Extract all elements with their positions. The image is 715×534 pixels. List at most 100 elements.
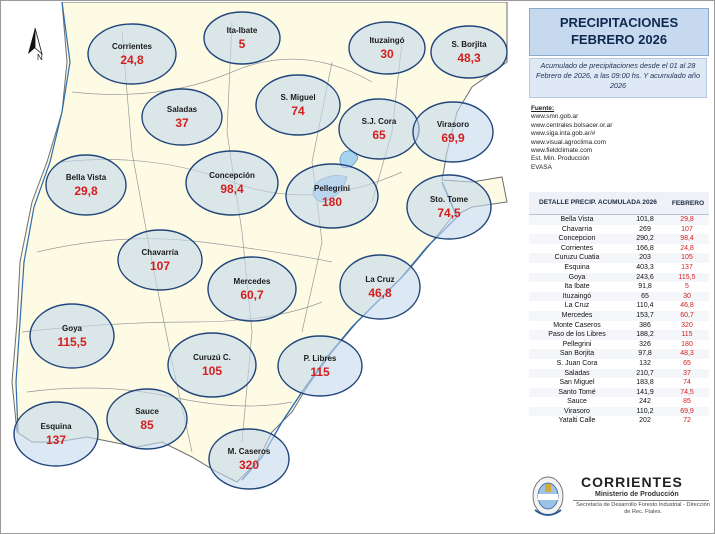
station-bubble: Mercedes 60,7 bbox=[207, 256, 297, 322]
station-circle bbox=[185, 150, 279, 216]
station-name: Esquina bbox=[40, 422, 72, 431]
station-bubble: Pellegrini 180 bbox=[285, 163, 379, 229]
station-circle bbox=[106, 388, 188, 450]
feb-cell: 115 bbox=[681, 331, 693, 339]
station-name: Pellegrini bbox=[314, 184, 350, 193]
table-row: Santo Tomé 141,9 74,5 bbox=[529, 387, 709, 398]
station-value: 137 bbox=[46, 433, 66, 447]
station-name-cell: Bella Vista bbox=[560, 216, 594, 223]
station-bubble: S.J. Cora 65 bbox=[338, 98, 420, 160]
station-bubble: Corrientes 24,8 bbox=[87, 23, 177, 85]
feb-cell: 46,8 bbox=[680, 302, 694, 310]
station-bubble: Saladas 37 bbox=[141, 88, 223, 146]
station-name: Concepción bbox=[209, 171, 255, 180]
station-bubble: Sauce 85 bbox=[106, 388, 188, 450]
station-name: Saladas bbox=[167, 105, 198, 114]
table-row: San Miguel 183,8 74 bbox=[529, 378, 709, 388]
feb-cell: 65 bbox=[683, 359, 691, 367]
station-name: S. Miguel bbox=[280, 93, 315, 102]
station-circle bbox=[339, 254, 421, 320]
station-circle bbox=[285, 163, 379, 229]
station-bubble: Goya 115,5 bbox=[29, 303, 115, 369]
station-name-cell: San Borjita bbox=[559, 350, 595, 358]
station-circle bbox=[203, 11, 281, 65]
station-name-cell: Paso de los Libres bbox=[548, 331, 606, 339]
feb-cell: 105 bbox=[681, 254, 693, 262]
station-value: 180 bbox=[322, 195, 342, 209]
station-name-cell: Chavarria bbox=[561, 225, 593, 233]
station-bubble: Sto. Tome 74,5 bbox=[406, 174, 492, 240]
station-name-cell: Virasoro bbox=[564, 407, 590, 415]
feb-cell: 60,7 bbox=[680, 311, 694, 319]
station-value: 85 bbox=[140, 418, 154, 432]
station-circle bbox=[255, 74, 341, 136]
header-detail: DETALLE PRECIP. ACUMULADA 2026 bbox=[539, 199, 657, 206]
annual-cell: 269 bbox=[639, 225, 651, 233]
subtitle: Acumulado de precipitaciones desde el 01… bbox=[529, 58, 707, 98]
table-row: Chavarria 269 107 bbox=[529, 225, 709, 235]
feb-cell: 180 bbox=[681, 340, 693, 348]
table-row: Esquina 403,3 137 bbox=[529, 263, 709, 273]
header-month: FEBRERO bbox=[671, 199, 705, 207]
title-line-1: PRECIPITACIONES bbox=[559, 15, 679, 30]
table-row: Monte Caseros 386 320 bbox=[529, 321, 709, 331]
divider bbox=[573, 500, 709, 501]
station-bubble: Ita-Ibate 5 bbox=[203, 11, 281, 65]
station-circle bbox=[45, 154, 127, 216]
corrientes-logo: CORRIENTES Ministerio de Producción Secr… bbox=[529, 472, 710, 526]
station-circle bbox=[348, 21, 426, 75]
station-value: 29,8 bbox=[74, 184, 98, 198]
annual-cell: 203 bbox=[639, 254, 651, 262]
station-bubble: P. Libres 115 bbox=[277, 335, 363, 397]
source-item: www.centrales.bolsacer.or.ar bbox=[531, 121, 613, 129]
feb-cell: 69,9 bbox=[680, 407, 694, 415]
table-row: Corrientes 166,8 24,8 bbox=[529, 244, 709, 254]
annual-cell: 97,8 bbox=[638, 350, 652, 358]
station-bubble: S. Borjita 48,3 bbox=[430, 25, 508, 79]
station-circle bbox=[430, 25, 508, 79]
table-row: S. Juan Cora 132 65 bbox=[529, 359, 709, 369]
station-circle bbox=[117, 229, 203, 291]
station-bubble: Esquina 137 bbox=[13, 401, 99, 467]
table-row: La Cruz 110,4 46,8 bbox=[529, 301, 709, 311]
station-name-cell: La Cruz bbox=[564, 302, 590, 310]
station-name-cell: Saladas bbox=[564, 369, 590, 377]
station-bubble: Bella Vista 29,8 bbox=[45, 154, 127, 216]
source-item: www.visual.agroclima.com bbox=[531, 138, 606, 146]
table-row: Goya 243,6 115,5 bbox=[529, 272, 709, 283]
table-row: Ita Ibate 91,8 5 bbox=[529, 282, 709, 292]
feb-cell: 72 bbox=[683, 417, 691, 425]
province-seal bbox=[532, 476, 564, 516]
station-name: Mercedes bbox=[234, 277, 271, 286]
station-circle bbox=[141, 88, 223, 146]
station-name: Corrientes bbox=[112, 42, 153, 51]
annual-cell: 326 bbox=[639, 340, 651, 348]
station-name: Curuzú C. bbox=[193, 353, 231, 362]
source-item: Est. Min. Producción bbox=[531, 155, 590, 163]
annual-cell: 188,2 bbox=[636, 331, 654, 339]
station-bubble: La Cruz 46,8 bbox=[339, 254, 421, 320]
annual-cell: 166,8 bbox=[636, 244, 654, 252]
table-row: San Borjita 97,8 48,3 bbox=[529, 349, 709, 359]
precipitation-map: N Corrientes 24,8 Ita-Ibate 5 Ituzaingó 30 S. … bbox=[11, 2, 508, 490]
station-name: S.J. Cora bbox=[362, 117, 397, 126]
station-name-cell: Curuzu Cuatia bbox=[554, 254, 600, 262]
station-value: 46,8 bbox=[368, 286, 392, 300]
station-circle bbox=[412, 101, 494, 163]
feb-cell: 37 bbox=[683, 369, 691, 377]
title-line-2: FEBRERO 2026 bbox=[570, 32, 668, 47]
feb-cell: 85 bbox=[683, 398, 691, 406]
feb-cell: 107 bbox=[681, 225, 693, 233]
annual-cell: 210,7 bbox=[636, 369, 654, 377]
station-name: Ita-Ibate bbox=[227, 26, 258, 35]
annual-cell: 242 bbox=[639, 398, 651, 406]
org-name: CORRIENTES bbox=[581, 474, 683, 490]
annual-cell: 110,2 bbox=[636, 407, 654, 415]
annual-cell: 290,2 bbox=[636, 235, 654, 243]
station-name: La Cruz bbox=[365, 275, 394, 284]
station-value: 98,4 bbox=[220, 182, 244, 196]
sources: Fuente: www.smn.gob.ar www.centrales.bol… bbox=[531, 105, 707, 172]
station-bubble: Concepción 98,4 bbox=[185, 150, 279, 216]
station-value: 60,7 bbox=[240, 288, 264, 302]
feb-cell: 98,4 bbox=[680, 235, 694, 243]
